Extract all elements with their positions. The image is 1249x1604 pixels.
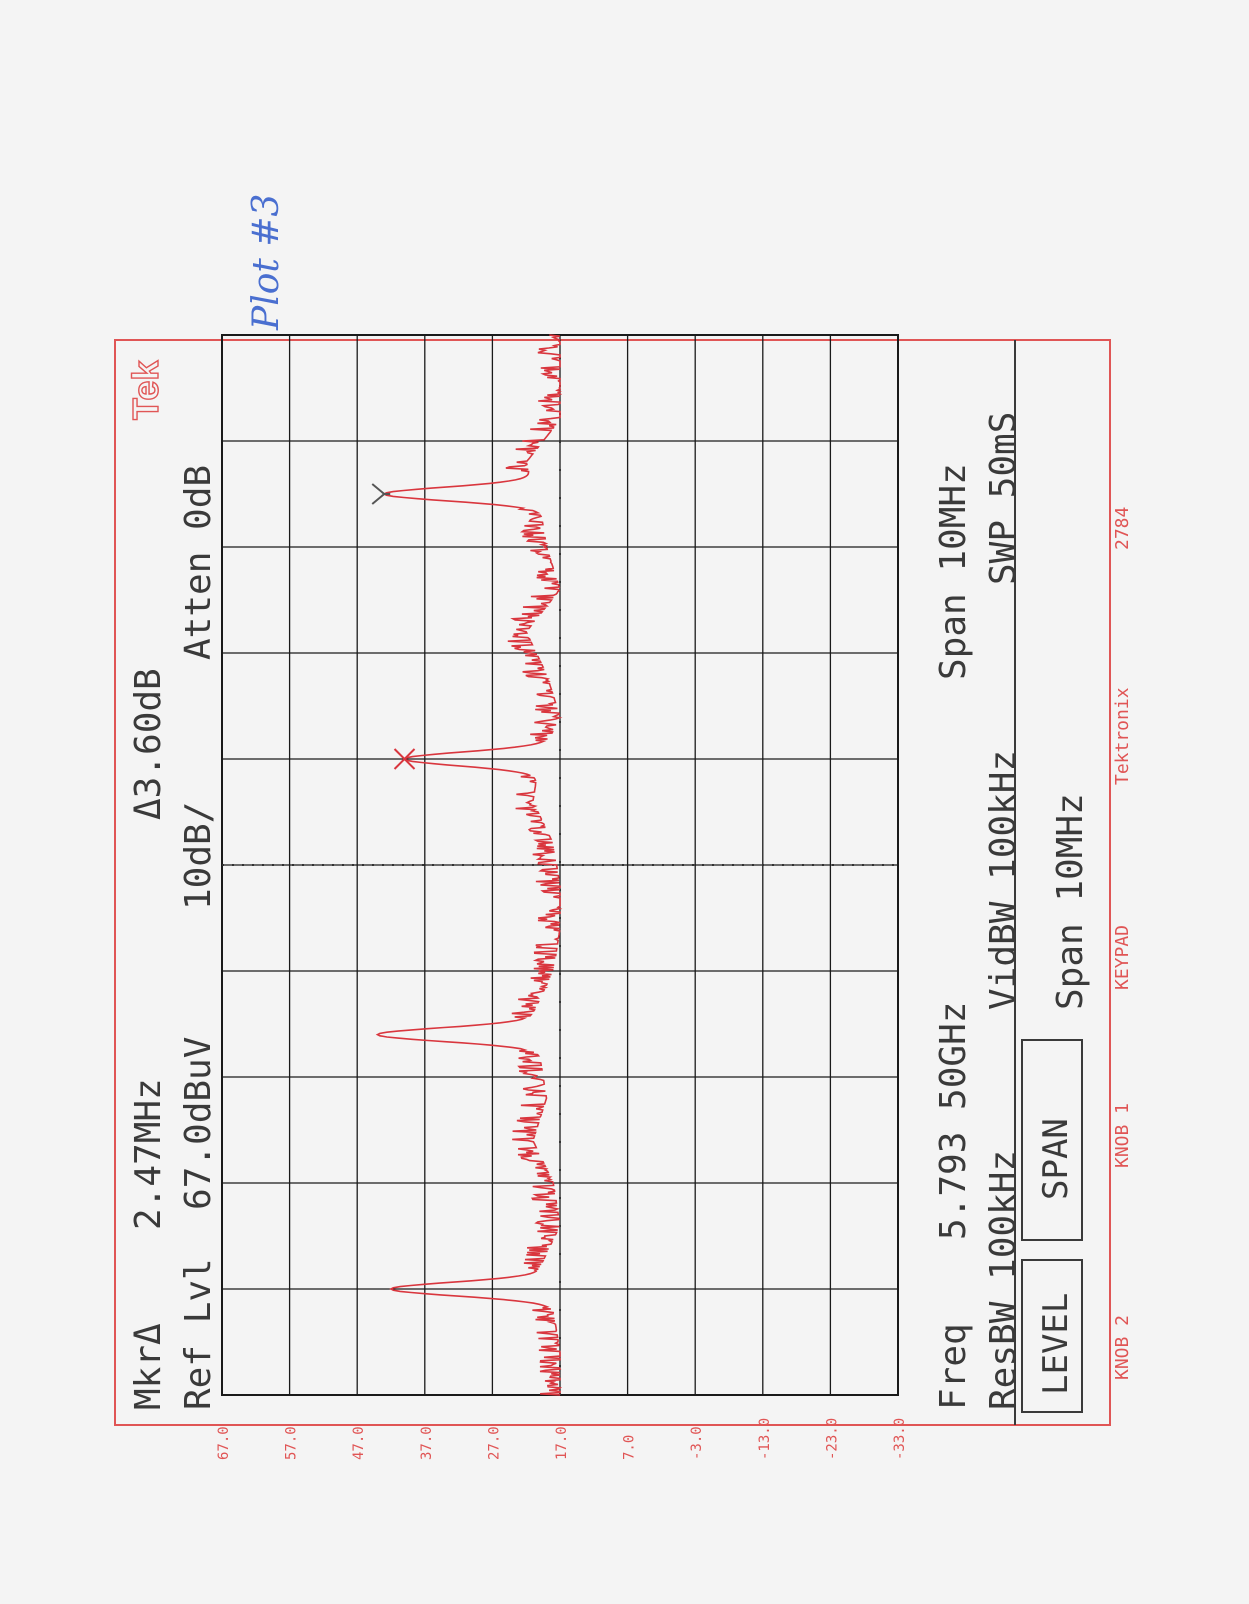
y-tick-label: 67.0	[216, 1426, 232, 1460]
spectrum-trace-line	[375, 334, 563, 1396]
vidbw-readout: VidBW 100kHz	[983, 750, 1024, 1010]
graticule	[221, 334, 899, 1396]
span-button-label: SPAN	[1036, 1118, 1076, 1200]
span-menu-readout: Span 10MHz	[1050, 793, 1091, 1010]
y-tick-label: 7.0	[622, 1435, 638, 1460]
atten-readout: Atten 0dB	[178, 465, 219, 660]
tektronix-label: Tektronix	[1112, 687, 1133, 785]
knob1-label: KNOB 1	[1112, 1103, 1133, 1168]
model-label: 2784	[1112, 507, 1133, 550]
y-tick-label: 27.0	[486, 1426, 502, 1460]
y-tick-label: -3.0	[689, 1426, 705, 1460]
y-tick-label: 57.0	[284, 1426, 300, 1460]
span-button[interactable]: SPAN	[1021, 1039, 1083, 1241]
spectrum-trace	[375, 334, 563, 1396]
delta-readout: Δ3.60dB	[128, 668, 169, 820]
handwritten-note: Plot #3	[246, 194, 287, 331]
reference-marker-y	[371, 483, 391, 505]
sweep-readout: SWP 50mS	[983, 412, 1024, 585]
y-tick-label: -23.0	[824, 1418, 840, 1460]
level-button[interactable]: LEVEL	[1021, 1259, 1083, 1413]
ref-level-label: Ref Lvl	[178, 1258, 219, 1410]
marker-freq: 2.47MHz	[128, 1078, 169, 1230]
resbw-readout: ResBW 100kHz	[983, 1150, 1024, 1410]
span-readout: Span 10MHz	[933, 463, 974, 680]
y-tick-label: 47.0	[351, 1426, 367, 1460]
y-tick-label: 37.0	[419, 1426, 435, 1460]
keypad-label: KEYPAD	[1112, 925, 1133, 990]
trace-markers	[371, 483, 416, 770]
freq-label: Freq	[933, 1323, 974, 1410]
tek-logo: Tek	[125, 360, 166, 420]
freq-value: 5.793 50GHz	[933, 1002, 974, 1240]
y-tick-label: -13.0	[757, 1418, 773, 1460]
knob2-label: KNOB 2	[1112, 1315, 1133, 1380]
y-tick-label: 17.0	[554, 1426, 570, 1460]
marker-label: MkrΔ	[128, 1323, 169, 1410]
level-button-label: LEVEL	[1036, 1293, 1076, 1395]
delta-marker-x	[393, 748, 416, 770]
ref-level-value: 67.0dBuV	[178, 1037, 219, 1210]
y-tick-labels: 67.0 57.0 47.0 37.0 27.0 17.0 7.0 -3.0 -13.0 -23.…	[216, 1418, 908, 1460]
scale-readout: 10dB/	[178, 802, 219, 910]
y-tick-label: -33.0	[892, 1418, 908, 1460]
instrument-frame	[114, 339, 1111, 1426]
